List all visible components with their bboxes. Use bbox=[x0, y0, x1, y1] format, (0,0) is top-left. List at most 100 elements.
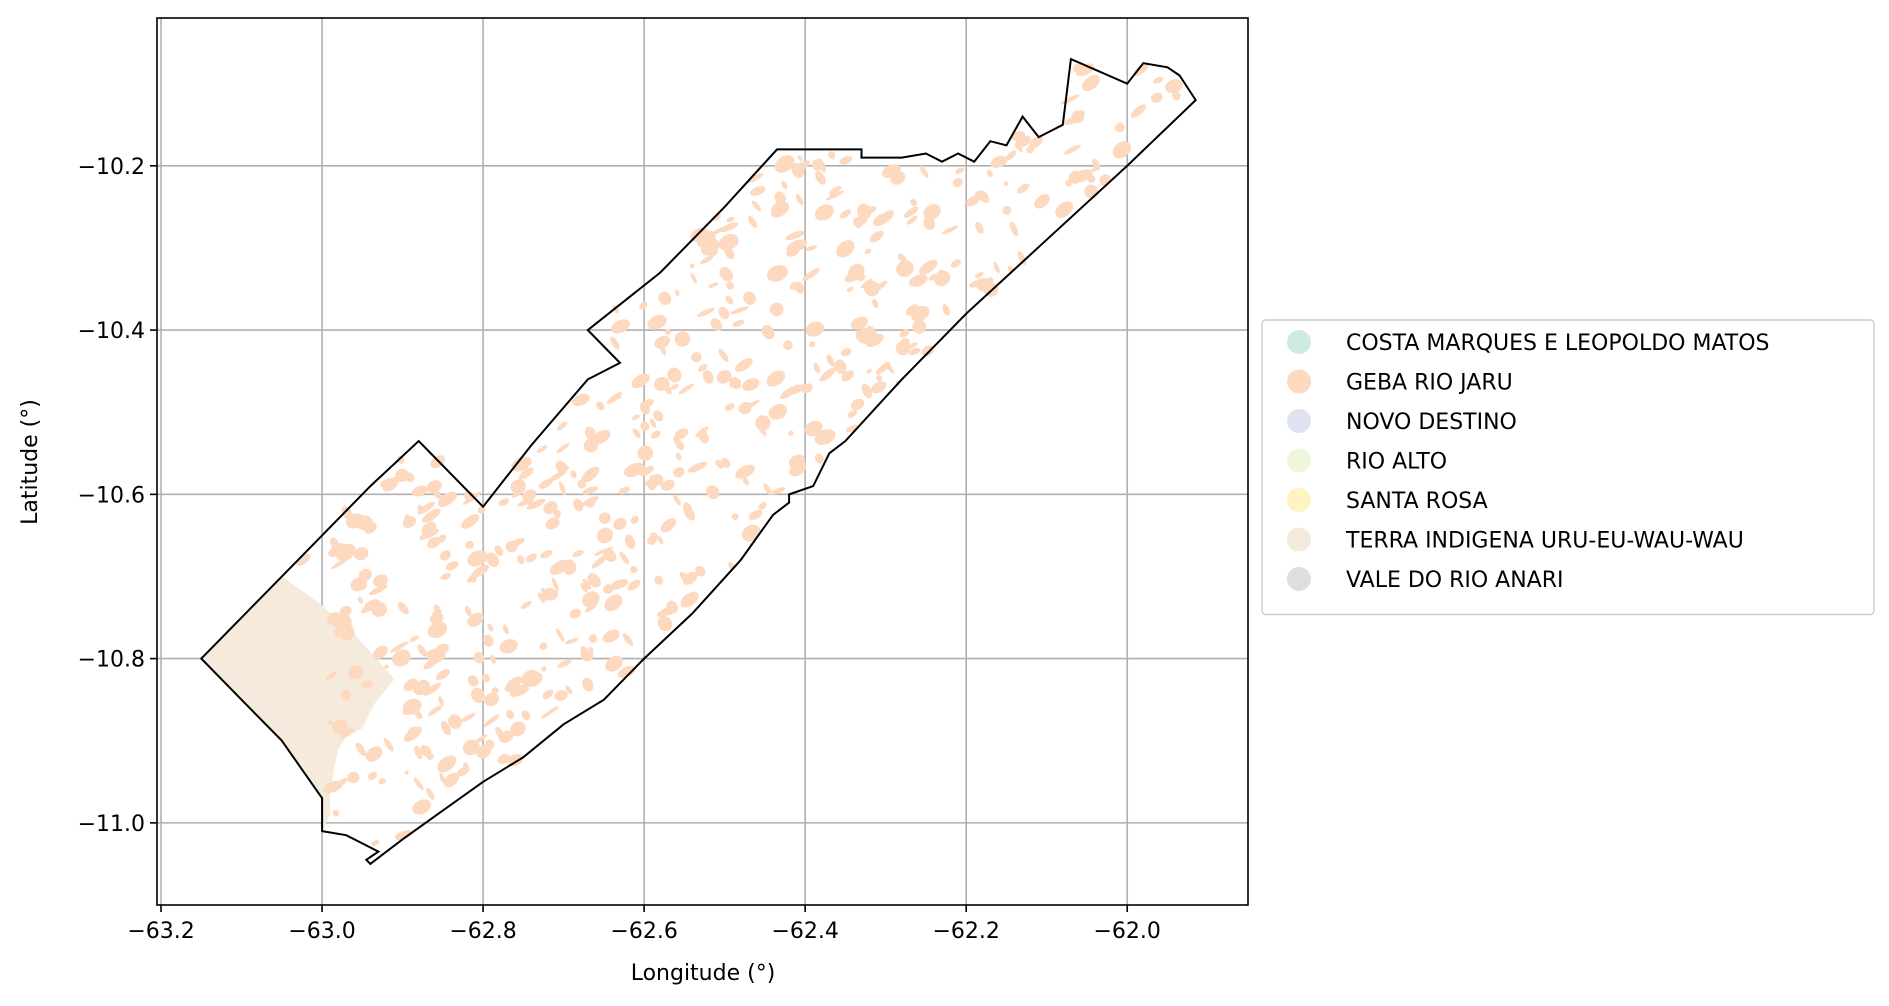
land-patch bbox=[718, 234, 739, 251]
land-patch bbox=[876, 374, 883, 382]
land-patch bbox=[596, 401, 605, 411]
y-tick-label: −10.4 bbox=[78, 319, 145, 344]
land-patch bbox=[751, 200, 761, 212]
land-patch bbox=[702, 370, 714, 384]
land-patch bbox=[487, 623, 494, 632]
land-patch bbox=[384, 664, 389, 669]
land-patch bbox=[506, 710, 514, 720]
land-patch bbox=[726, 216, 735, 223]
land-patch bbox=[467, 550, 489, 567]
legend-marker bbox=[1287, 567, 1311, 591]
land-patch bbox=[654, 575, 664, 585]
land-patch bbox=[665, 607, 675, 616]
legend-label: COSTA MARQUES E LEOPOLDO MATOS bbox=[1346, 331, 1770, 356]
land-patch bbox=[721, 458, 731, 468]
x-axis-title: Longitude (°) bbox=[631, 961, 776, 986]
land-patch bbox=[471, 687, 485, 704]
land-patch bbox=[730, 306, 750, 315]
land-patch bbox=[639, 302, 648, 310]
land-patch bbox=[866, 369, 872, 374]
land-patch bbox=[587, 573, 601, 588]
land-patch bbox=[950, 259, 961, 268]
land-patch bbox=[664, 328, 671, 336]
land-patch bbox=[983, 281, 998, 297]
land-patch bbox=[1007, 265, 1014, 272]
land-patch bbox=[794, 160, 811, 173]
land-patch bbox=[718, 306, 730, 320]
legend-label: SANTA ROSA bbox=[1346, 489, 1488, 514]
land-patch bbox=[325, 671, 337, 681]
land-patch bbox=[789, 281, 799, 290]
land-patch bbox=[861, 383, 873, 399]
land-patch bbox=[588, 634, 598, 643]
land-patch bbox=[872, 213, 890, 227]
land-patch bbox=[1130, 104, 1147, 118]
land-patch bbox=[850, 398, 865, 411]
land-patch bbox=[748, 216, 758, 228]
land-patch bbox=[598, 512, 611, 524]
land-patch bbox=[467, 675, 479, 687]
land-patch bbox=[332, 809, 340, 817]
land-patch bbox=[809, 341, 816, 348]
land-patch bbox=[974, 271, 984, 279]
legend-marker bbox=[1287, 409, 1311, 433]
land-patch bbox=[826, 354, 835, 367]
land-patch bbox=[675, 440, 685, 450]
land-patch bbox=[990, 155, 1008, 168]
land-patch bbox=[332, 719, 349, 735]
land-patch bbox=[623, 462, 645, 478]
land-patch bbox=[357, 596, 364, 604]
land-patch bbox=[582, 578, 592, 590]
land-patch bbox=[853, 217, 862, 229]
land-patch bbox=[814, 204, 834, 221]
land-patch bbox=[718, 348, 729, 363]
land-patch bbox=[755, 415, 771, 431]
land-patch bbox=[1015, 135, 1032, 148]
land-patch bbox=[611, 319, 630, 334]
land-patch bbox=[1082, 74, 1100, 92]
land-patch bbox=[716, 370, 732, 384]
land-patch bbox=[657, 535, 664, 545]
land-patch bbox=[404, 770, 409, 775]
land-patch bbox=[582, 591, 600, 608]
land-patch bbox=[631, 373, 650, 389]
x-tick-label: −62.6 bbox=[610, 919, 677, 944]
land-patch bbox=[715, 459, 724, 469]
land-patch bbox=[724, 403, 735, 411]
land-patch bbox=[542, 689, 554, 700]
land-patch bbox=[341, 689, 351, 701]
land-patch bbox=[923, 203, 941, 221]
land-patch bbox=[649, 474, 659, 486]
land-patch bbox=[860, 278, 873, 289]
land-patch bbox=[631, 414, 640, 421]
land-patch bbox=[569, 608, 582, 619]
legend-marker bbox=[1287, 330, 1311, 354]
land-patch bbox=[766, 265, 788, 282]
land-patch bbox=[725, 295, 734, 305]
land-patch bbox=[897, 253, 908, 265]
land-patch bbox=[682, 571, 698, 585]
land-patch bbox=[813, 362, 821, 374]
land-patch bbox=[1065, 179, 1072, 187]
land-patch bbox=[689, 263, 695, 269]
land-patch bbox=[673, 467, 685, 478]
land-patch bbox=[409, 635, 419, 642]
land-patch bbox=[413, 679, 430, 696]
land-patch bbox=[1055, 201, 1074, 218]
land-patch bbox=[748, 509, 763, 521]
land-patch bbox=[341, 727, 354, 739]
land-patch bbox=[1034, 194, 1050, 209]
land-patch bbox=[742, 476, 750, 486]
land-patch bbox=[674, 289, 680, 297]
land-patch bbox=[554, 690, 568, 702]
land-patch bbox=[541, 587, 549, 601]
land-patch bbox=[549, 559, 569, 575]
land-patch bbox=[657, 616, 673, 632]
land-patch bbox=[296, 553, 311, 566]
land-patch bbox=[670, 384, 679, 391]
land-patch bbox=[556, 442, 570, 454]
land-patch bbox=[334, 626, 345, 636]
land-patch bbox=[371, 602, 388, 617]
land-patch bbox=[1114, 122, 1125, 133]
land-patch bbox=[328, 612, 342, 628]
